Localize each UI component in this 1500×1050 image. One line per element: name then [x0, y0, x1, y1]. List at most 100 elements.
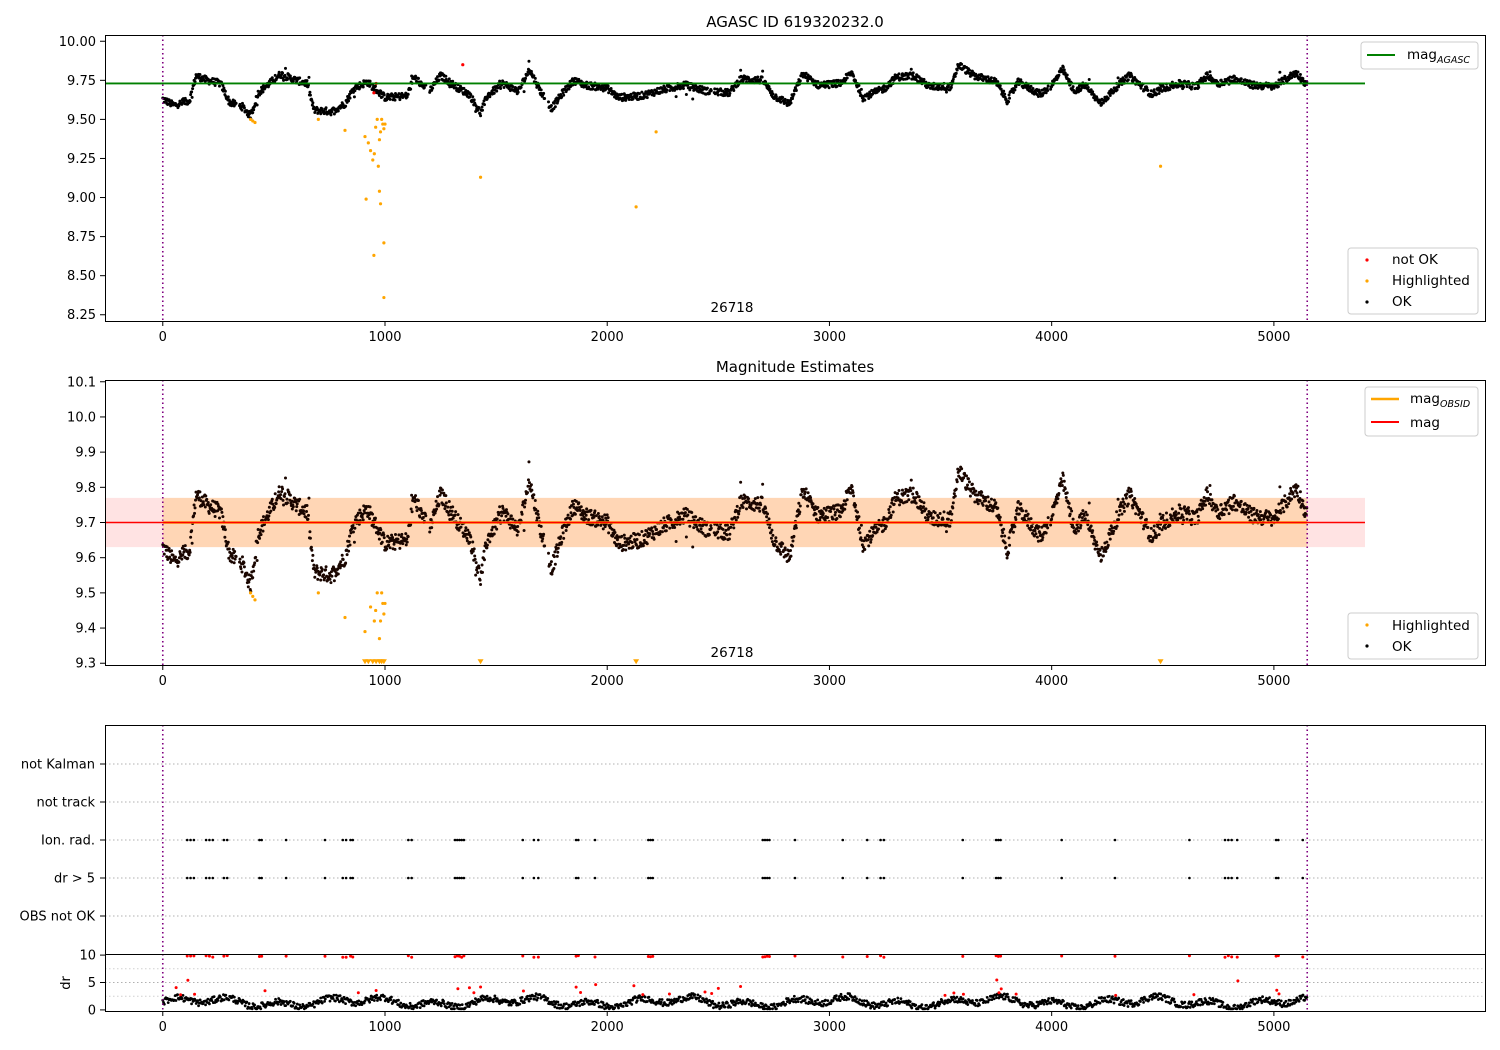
highlighted-point — [1158, 164, 1163, 168]
ok-point — [242, 561, 246, 565]
ok-point — [206, 501, 210, 505]
flag-point — [1235, 838, 1239, 842]
ok-point — [783, 97, 787, 101]
flag-point — [341, 838, 345, 842]
ok-point — [358, 508, 362, 512]
ok-point — [804, 487, 808, 491]
ok-point — [889, 513, 893, 517]
ok-point — [1164, 511, 1168, 515]
ok-point — [221, 84, 225, 88]
flag-point — [1223, 838, 1227, 842]
ok-point — [655, 528, 659, 532]
ok-point — [282, 78, 286, 82]
highlighted-point — [363, 629, 367, 634]
ok-point — [238, 557, 242, 561]
agasc-panel-frame — [105, 35, 1486, 322]
ok-point — [1082, 513, 1086, 517]
ok-point — [529, 483, 533, 487]
ok-point — [285, 501, 289, 505]
ok-point — [1074, 531, 1078, 535]
dr-point — [176, 993, 179, 997]
ok-point — [1276, 517, 1280, 521]
ok-point — [495, 527, 499, 531]
ok-point — [330, 574, 334, 578]
flag-point — [1277, 838, 1280, 842]
flag-row-label: not track — [36, 796, 95, 811]
ok-point — [922, 501, 926, 505]
ok-point — [242, 106, 246, 110]
ok-point — [416, 498, 420, 502]
ok-point — [729, 525, 733, 529]
ok-point — [733, 515, 737, 519]
ok-point — [1011, 530, 1015, 534]
ok-point — [310, 559, 314, 563]
ok-point — [377, 94, 381, 98]
ok-point — [1008, 96, 1012, 100]
ok-point — [385, 547, 389, 551]
ok-point — [1205, 486, 1209, 490]
ok-point — [1285, 505, 1289, 509]
ok-point — [1130, 494, 1134, 498]
ok-point — [348, 543, 352, 547]
ok-point — [1099, 558, 1103, 562]
ok-point — [205, 497, 209, 501]
flag-point — [349, 876, 352, 880]
ok-point — [991, 509, 995, 513]
ok-point — [832, 507, 836, 511]
ok-point — [866, 538, 870, 542]
ok-point — [283, 66, 287, 70]
ok-point — [668, 89, 672, 93]
flag-point — [521, 876, 525, 880]
ok-point — [921, 505, 925, 509]
flag-point — [351, 838, 355, 842]
ok-point — [1266, 518, 1270, 522]
ok-point — [1239, 77, 1243, 81]
ok-point — [789, 99, 793, 103]
ok-point — [404, 543, 408, 547]
ok-point — [684, 535, 688, 539]
ok-point — [798, 79, 802, 83]
ok-point — [1083, 517, 1087, 521]
ok-point — [336, 109, 340, 113]
ok-point — [447, 500, 451, 504]
ok-point — [907, 498, 911, 502]
ok-point — [291, 505, 295, 509]
ok-point — [226, 95, 230, 99]
ok-point — [941, 517, 945, 521]
ok-point — [1284, 500, 1288, 504]
ok-point — [491, 88, 495, 92]
ok-point — [1068, 512, 1072, 516]
y-tick-label: 9.75 — [67, 74, 96, 89]
ok-point — [951, 506, 955, 510]
flag-point — [1188, 838, 1191, 842]
ok-point — [835, 84, 839, 88]
ok-point — [1063, 487, 1067, 491]
ok-point — [416, 76, 420, 80]
ok-point — [814, 512, 818, 516]
flag-point — [593, 876, 597, 880]
ok-point — [313, 110, 317, 114]
flag-point — [651, 876, 655, 880]
ok-point — [316, 111, 320, 115]
highlighted-point — [364, 197, 368, 201]
ok-point — [789, 548, 793, 552]
highlighted-point — [372, 619, 376, 623]
ok-point — [1146, 88, 1150, 92]
ok-point — [1295, 491, 1299, 495]
x-tick-label: 2000 — [591, 330, 624, 345]
ok-point — [382, 533, 386, 537]
ok-point — [525, 73, 529, 77]
ok-point — [779, 100, 783, 104]
ok-point — [307, 75, 311, 79]
ok-point — [1182, 518, 1186, 522]
ok-point — [954, 487, 958, 491]
ok-point — [167, 547, 171, 551]
ok-point — [827, 86, 831, 90]
highlighted-point — [374, 125, 378, 129]
ok-point — [759, 78, 763, 82]
highlighted-point — [382, 295, 386, 300]
ok-point — [950, 512, 954, 516]
highlighted-point — [378, 619, 383, 623]
ok-point — [845, 498, 849, 502]
ok-point — [596, 523, 600, 527]
